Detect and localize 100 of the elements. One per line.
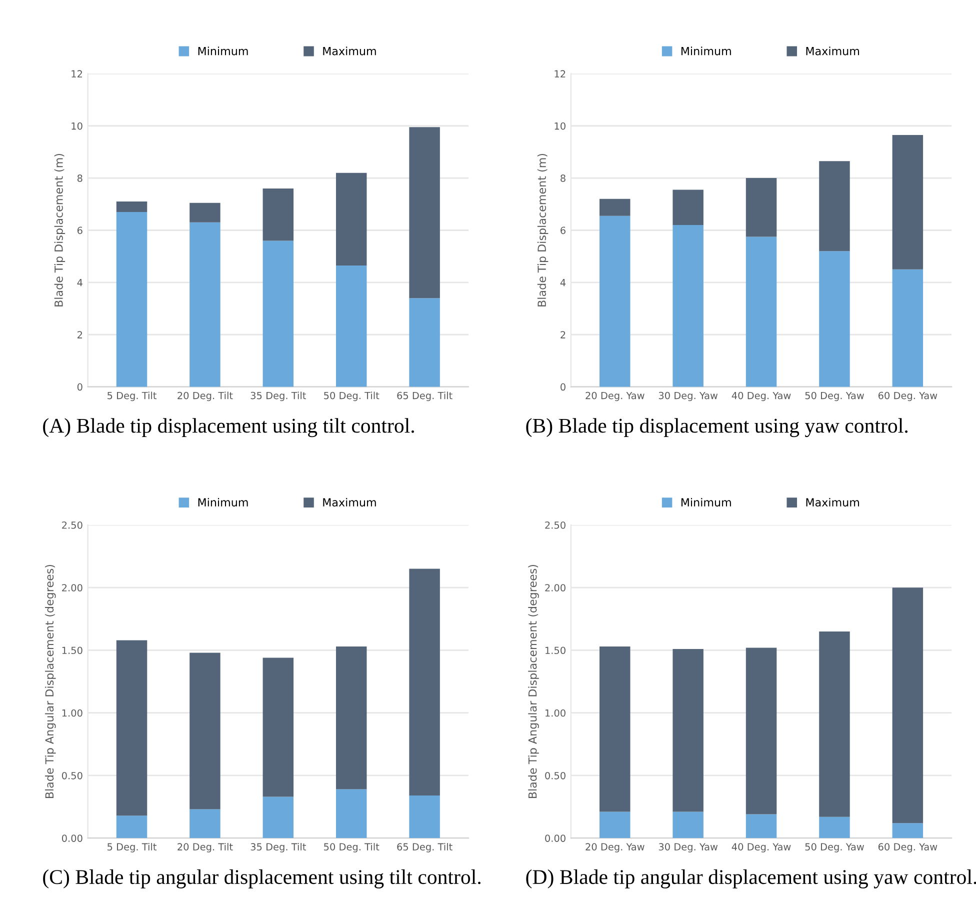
y-tick-label: 10	[554, 122, 566, 130]
bar	[262, 658, 294, 797]
y-tick-label: 12	[554, 70, 566, 78]
bar	[892, 823, 924, 838]
bar	[116, 640, 148, 816]
x-tick-label: 20 Deg. Yaw	[586, 392, 644, 402]
y-tick-label: 1.00	[546, 709, 566, 717]
bar	[190, 222, 220, 387]
legend-label: Minimum	[681, 498, 731, 507]
legend-label: Minimum	[198, 498, 248, 507]
bar	[746, 178, 777, 237]
y-tick-label: 4	[77, 279, 82, 286]
y-tick-label: 0	[560, 383, 566, 391]
y-tick-label: 2.00	[545, 584, 566, 592]
legend-label: Minimum	[681, 46, 731, 56]
y-tick-label: 10	[72, 122, 82, 130]
x-tick-label: 40 Deg. Yaw	[732, 843, 791, 852]
x-tick-label: 35 Deg. Tilt	[250, 392, 306, 402]
bar	[262, 188, 294, 241]
bar	[600, 216, 630, 387]
bar	[746, 236, 777, 387]
bar	[409, 796, 440, 838]
bar	[600, 812, 630, 838]
bar	[892, 135, 924, 270]
x-tick-label: 60 Deg. Yaw	[878, 843, 938, 852]
y-axis-title: Blade Tip Angular Displacement (degrees)	[528, 564, 539, 798]
x-tick-label: 35 Deg. Tilt	[250, 842, 306, 852]
y-tick-label: 4	[560, 279, 566, 286]
y-tick-label: 12	[72, 70, 82, 78]
y-axis-title: Blade Tip Displacement (m)	[54, 154, 66, 306]
y-tick-label: 0.50	[62, 772, 82, 780]
x-tick-label: 40 Deg. Yaw	[732, 392, 791, 402]
bar	[190, 202, 220, 222]
y-tick-label: 6	[77, 226, 82, 234]
bar	[116, 212, 148, 387]
bar	[409, 127, 440, 298]
y-tick-label: 0	[77, 383, 82, 391]
y-tick-label: 2.50	[545, 521, 566, 529]
bar	[819, 161, 850, 252]
bar	[336, 265, 367, 387]
x-tick-label: 60 Deg. Yaw	[878, 392, 938, 402]
x-tick-label: 5 Deg. Tilt	[108, 392, 156, 402]
legend-label: Maximum	[806, 498, 860, 507]
bar	[336, 172, 367, 266]
x-tick-label: 30 Deg. Yaw	[658, 392, 718, 402]
bar	[892, 588, 924, 824]
text: (C) Blade tip angular displacement using tilt control.	[43, 869, 481, 888]
bar	[262, 796, 294, 838]
bar	[819, 631, 850, 817]
bar	[600, 646, 630, 812]
bar	[116, 816, 148, 838]
x-tick-label: 20 Deg. Tilt	[178, 842, 233, 852]
bar	[672, 812, 704, 838]
y-axis-title: Blade Tip Angular Displacement (degrees)	[45, 564, 56, 798]
text: (D) Blade tip angular displacement using yaw control.	[526, 869, 976, 888]
x-tick-label: 20 Deg. Yaw	[586, 843, 644, 852]
x-tick-label: 50 Deg. Tilt	[324, 392, 380, 402]
bar	[672, 648, 704, 812]
x-tick-label: 20 Deg. Tilt	[178, 392, 233, 402]
bar	[819, 251, 850, 387]
legend-label: Maximum	[806, 46, 860, 56]
bar	[600, 198, 630, 216]
x-tick-label: 30 Deg. Yaw	[658, 843, 718, 852]
x-tick-label: 50 Deg. Yaw	[805, 843, 864, 852]
bar	[190, 809, 220, 838]
x-tick-label: 5 Deg. Tilt	[108, 842, 156, 852]
y-tick-label: 8	[77, 174, 82, 182]
bar	[746, 648, 777, 814]
y-tick-label: 1.50	[62, 646, 82, 654]
y-tick-label: 8	[560, 174, 566, 182]
y-tick-label: 2.50	[62, 521, 82, 529]
text: (A) Blade tip displacement using tilt control.	[43, 418, 414, 438]
bar	[262, 240, 294, 387]
y-tick-label: 6	[560, 226, 566, 234]
bar	[672, 190, 704, 226]
x-tick-label: 50 Deg. Tilt	[324, 842, 380, 852]
y-axis-title: Blade Tip Displacement (m)	[537, 154, 548, 306]
bar	[746, 814, 777, 838]
y-tick-label: 0.00	[545, 834, 566, 842]
text: (B) Blade tip displacement using yaw control.	[526, 418, 908, 438]
bar	[892, 269, 924, 387]
bar	[409, 298, 440, 387]
x-tick-label: 65 Deg. Tilt	[397, 392, 452, 402]
bar	[190, 652, 220, 810]
y-tick-label: 1.50	[546, 646, 566, 654]
bar	[819, 816, 850, 838]
y-tick-label: 2	[78, 331, 82, 338]
y-tick-label: 2	[560, 331, 566, 338]
y-tick-label: 1.00	[62, 709, 82, 717]
legend-label: Maximum	[323, 46, 376, 56]
bar	[672, 225, 704, 387]
legend-label: Maximum	[323, 498, 376, 507]
bar	[116, 202, 148, 212]
legend-label: Minimum	[198, 46, 248, 56]
bar	[409, 568, 440, 796]
x-tick-label: 65 Deg. Tilt	[397, 842, 452, 852]
bar	[336, 646, 367, 790]
y-tick-label: 0.50	[545, 772, 566, 780]
y-tick-label: 2.00	[62, 584, 82, 592]
x-tick-label: 50 Deg. Yaw	[805, 392, 864, 402]
